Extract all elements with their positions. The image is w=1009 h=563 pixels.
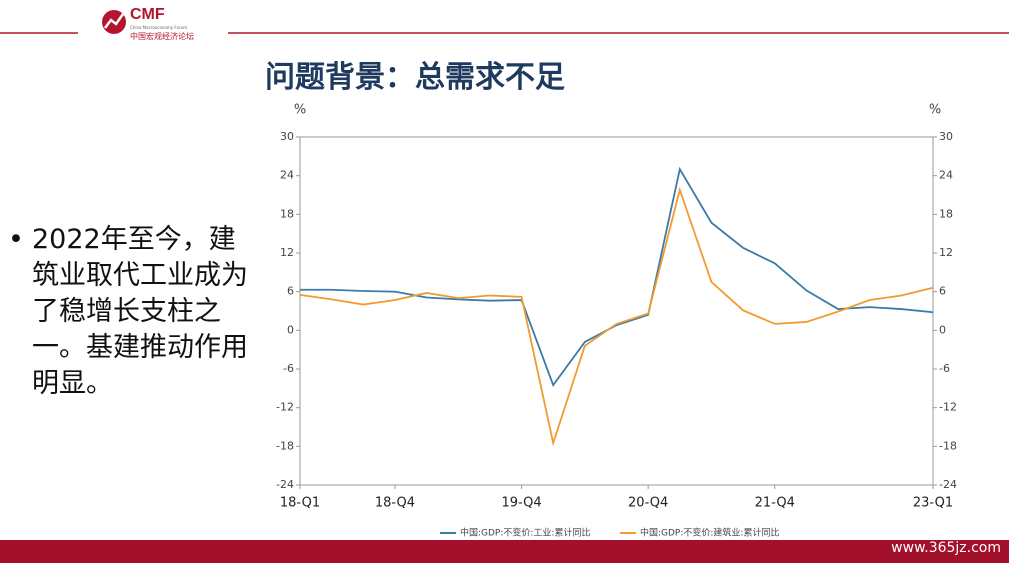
plot-frame: [299, 136, 934, 486]
y-unit: %: [294, 103, 306, 118]
y2-tick-label: -6: [939, 362, 950, 375]
x-tick-label: 18-Q4: [375, 496, 415, 511]
y2-tick-label: 30: [939, 130, 953, 143]
y-tick-label: -12: [276, 401, 294, 414]
y2-tick-label: 24: [939, 169, 953, 182]
footer-band: [0, 540, 1009, 563]
y2-tick-label: 18: [939, 207, 953, 220]
x-tick-label: 18-Q1: [280, 496, 320, 511]
y-tick-label: 0: [287, 323, 294, 336]
x-tick-label: 20-Q4: [628, 496, 668, 511]
y-tick-label: 24: [280, 169, 294, 182]
series-line: [300, 166, 934, 387]
legend-label: 中国:GDP:不变价:工业:累计同比: [460, 527, 590, 539]
y2-tick-label: 0: [939, 323, 946, 336]
y-tick-label: 12: [280, 246, 294, 259]
y2-tick-label: 12: [939, 246, 953, 259]
y-tick-label: 6: [287, 285, 294, 298]
legend-label: 中国:GDP:不变价:建筑业:累计同比: [640, 527, 779, 539]
logo-subtitle: China Macroeconomy Forum: [130, 25, 188, 30]
y-tick-label: 18: [280, 207, 294, 220]
x-tick-label: 23-Q1: [913, 496, 953, 511]
logo-text: CMF: [130, 6, 165, 23]
logo-icon: [102, 10, 126, 34]
y-tick-label: -18: [276, 439, 294, 452]
bullet-text: 2022年至今，建筑业取代工业成为了稳增长支柱之一。基建推动作用明显。: [32, 224, 248, 399]
series-line: [299, 186, 934, 447]
y2-unit: %: [929, 103, 941, 118]
y2-tick-label: 6: [939, 285, 946, 298]
watermark: www.365jz.com: [891, 540, 1001, 556]
x-tick-label: 19-Q4: [501, 496, 541, 511]
y2-tick-label: -18: [939, 439, 957, 452]
bullet: • 2022年至今，建筑业取代工业成为了稳增长支柱之一。基建推动作用明显。: [8, 222, 258, 402]
slide-title: 问题背景：总需求不足: [265, 60, 565, 95]
y-tick-label: 30: [280, 130, 294, 143]
logo-cn: 中国宏观经济论坛: [130, 32, 194, 41]
y-tick-label: -24: [276, 478, 294, 491]
x-tick-label: 21-Q4: [755, 496, 795, 511]
y2-tick-label: -24: [939, 478, 957, 491]
y-tick-label: -6: [283, 362, 294, 375]
y2-tick-label: -12: [939, 401, 957, 414]
